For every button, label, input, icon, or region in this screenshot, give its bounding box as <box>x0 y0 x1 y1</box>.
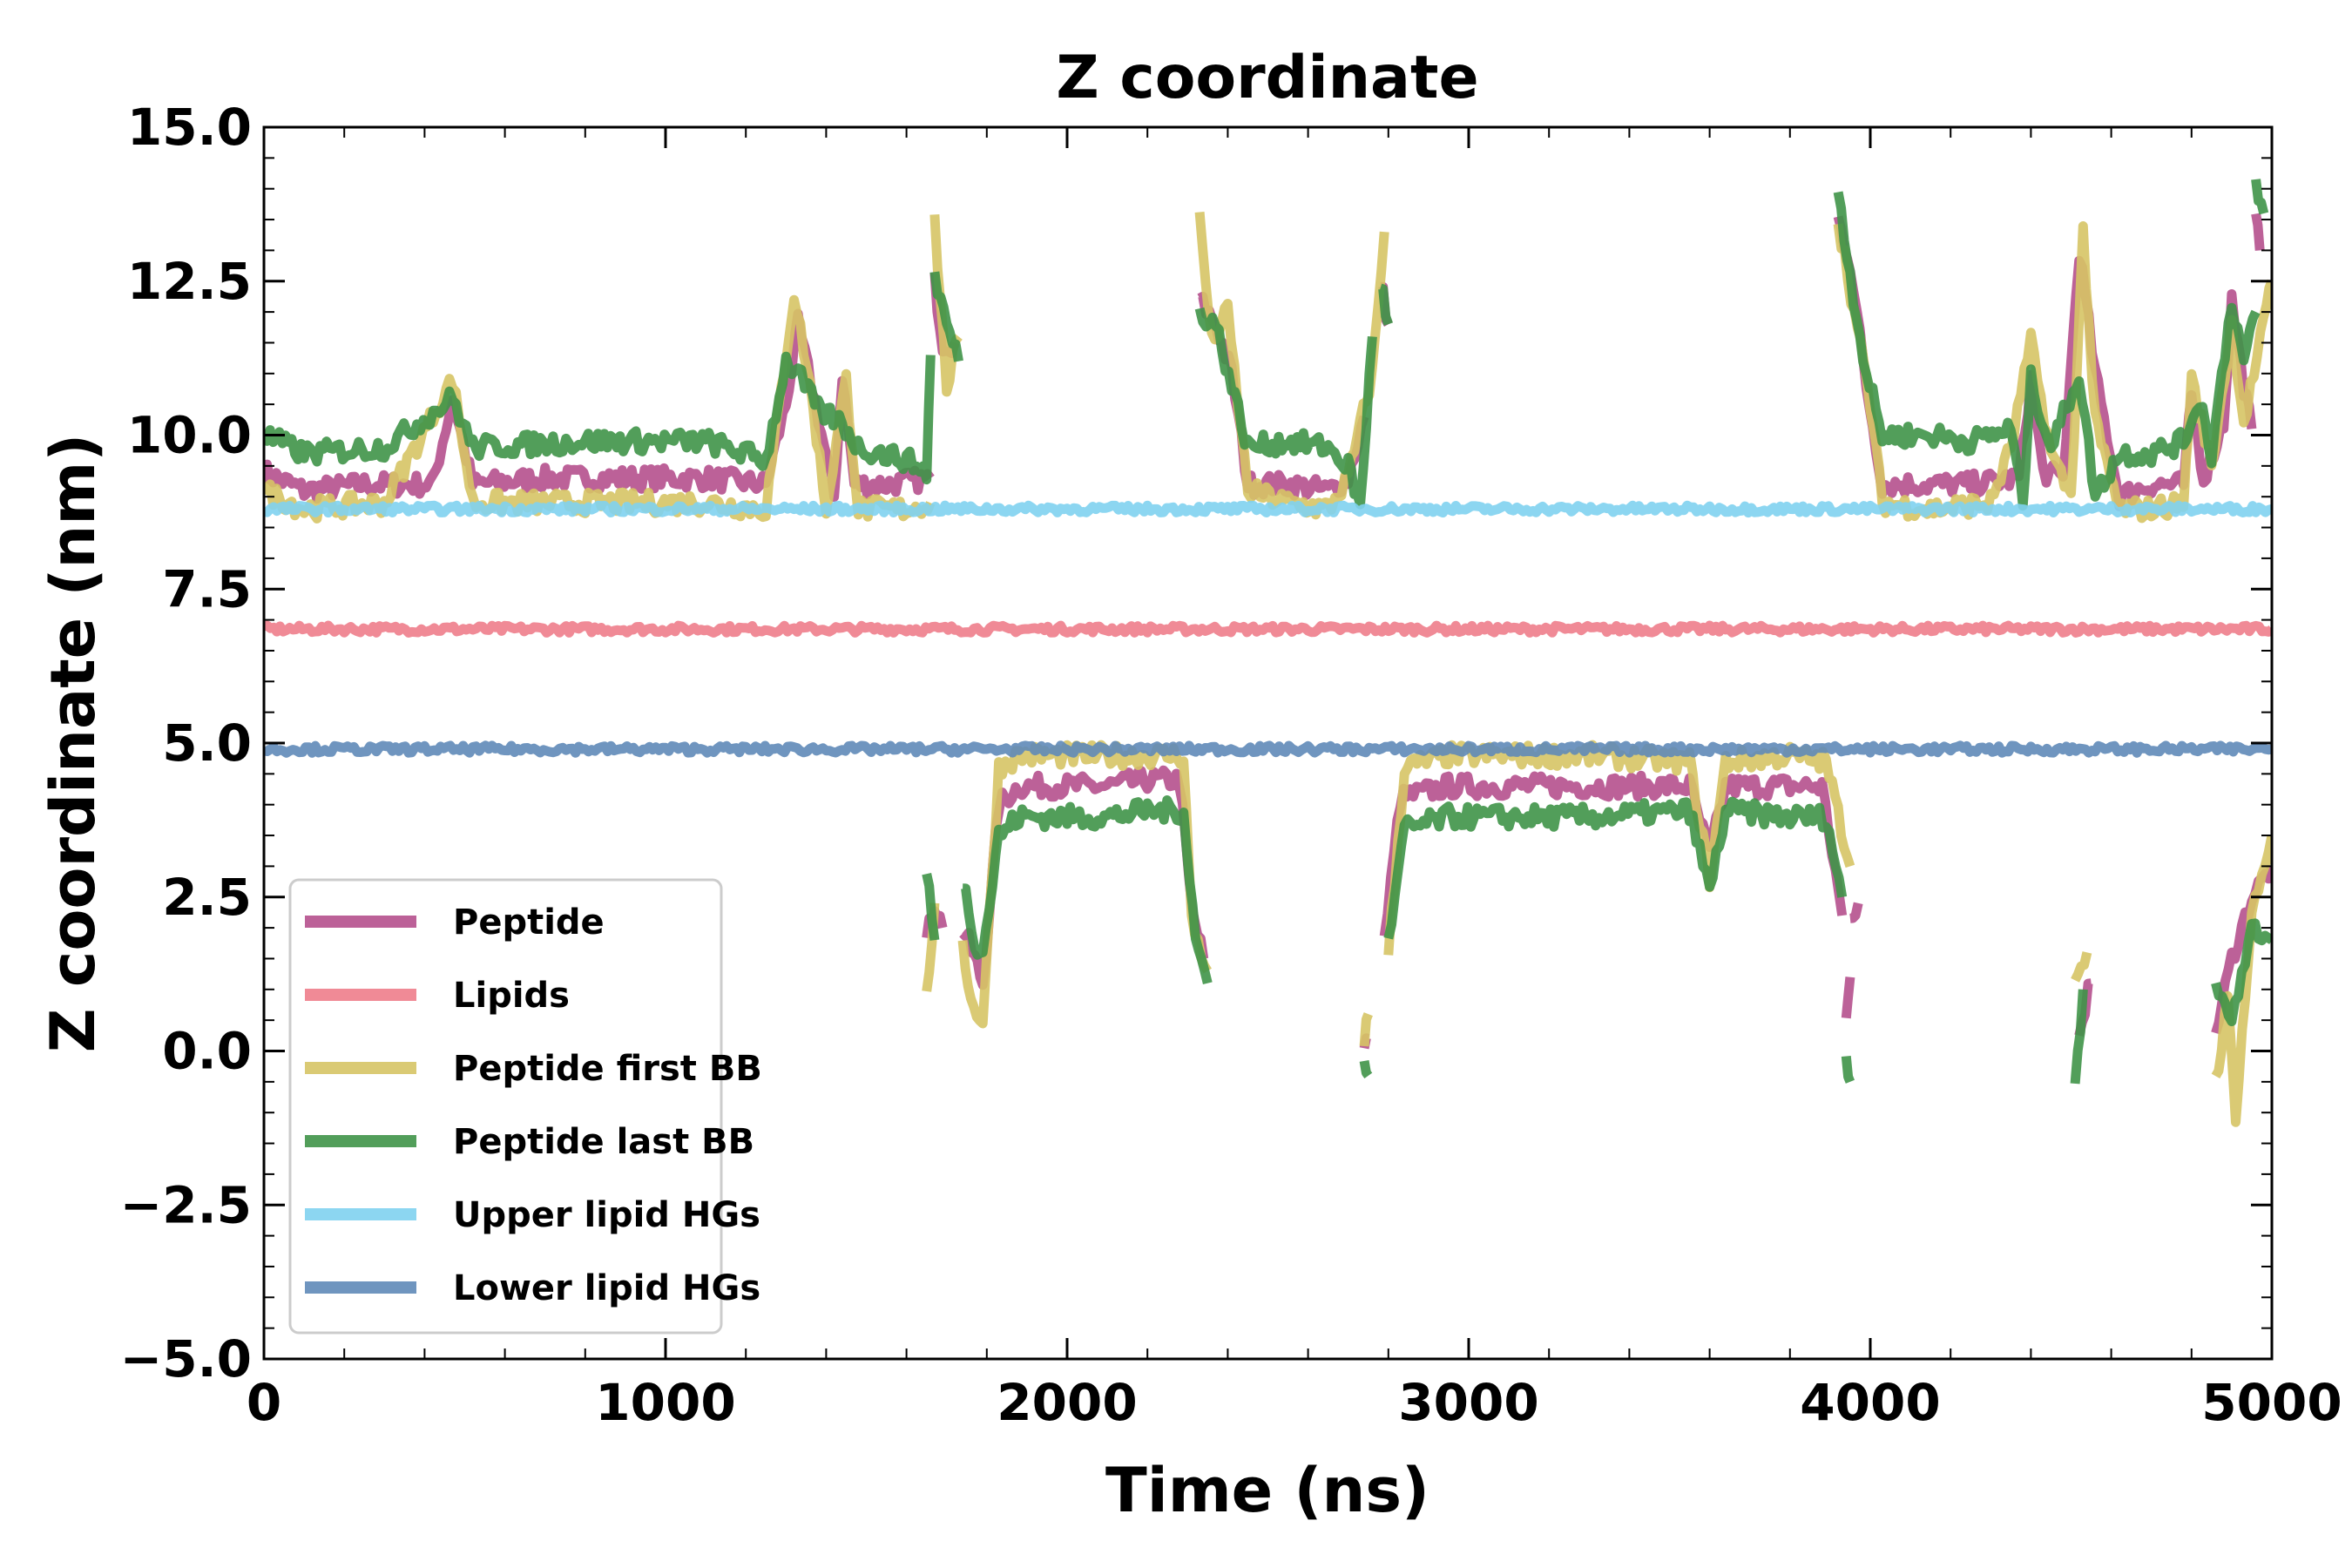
series-line-segment <box>2251 213 2265 251</box>
legend-label: Peptide <box>453 902 605 943</box>
series-line-segment <box>1359 1059 1373 1079</box>
series-line-segment <box>1378 283 1394 326</box>
y-axis-label: Z coordinate (nm) <box>37 434 109 1053</box>
y-tick-label: −2.5 <box>120 1175 252 1234</box>
series-line-segment <box>1383 796 1848 940</box>
y-tick-label: 12.5 <box>127 252 252 311</box>
x-tick-label: 1000 <box>595 1373 735 1432</box>
tick-labels-layer: 0 1000 2000 3000 4000 5000 −5.0 −2.5 0.0 2.5 5.0 7.… <box>120 98 2342 1432</box>
ticks-layer <box>262 125 2274 1361</box>
legend-frame <box>288 878 723 1335</box>
series-line-segment <box>1833 221 2272 524</box>
series-line-segment <box>2211 918 2272 1027</box>
y-tick-label: 15.0 <box>127 98 252 157</box>
series-line-segment <box>264 308 935 504</box>
series-line-segment <box>264 740 2272 758</box>
legend: Peptide Lipids Peptide first BB Peptide las… <box>288 878 762 1335</box>
y-tick-label: 2.5 <box>162 868 252 927</box>
series-line-segment <box>1833 191 2261 511</box>
series-line-segment <box>2070 989 2088 1085</box>
series-line-segment <box>1379 770 1848 937</box>
x-axis-label: Time (ns) <box>1105 1455 1429 1526</box>
series-line-segment <box>1194 307 1377 510</box>
series-line-segment <box>264 500 2272 518</box>
series-line-segment <box>1841 1055 1855 1084</box>
series-layer <box>264 179 2272 1127</box>
x-tick-label: 3000 <box>1398 1373 1538 1432</box>
chart-title: Z coordinate <box>1056 44 1478 112</box>
series-line-segment <box>957 740 1212 1029</box>
x-tick-label: 2000 <box>997 1373 1137 1432</box>
legend-label: Upper lipid HGs <box>453 1195 760 1235</box>
legend-label: Peptide last BB <box>453 1122 754 1162</box>
series-line-segment <box>1194 212 1389 520</box>
y-tick-label: −5.0 <box>120 1329 252 1389</box>
series-line-segment <box>1848 902 1863 923</box>
y-tick-label: 7.5 <box>162 559 252 618</box>
legend-label: Lipids <box>453 976 570 1016</box>
y-tick-label: 5.0 <box>162 713 252 773</box>
series-line-segment <box>922 873 940 941</box>
series-line-segment <box>929 271 963 362</box>
legend-label: Peptide first BB <box>453 1049 762 1089</box>
x-tick-label: 4000 <box>1800 1373 1940 1432</box>
series-line-segment <box>2251 179 2269 215</box>
y-tick-label: 10.0 <box>127 406 252 465</box>
series-lower-lipid-hgs <box>264 740 2272 758</box>
series-line-segment <box>961 795 1213 984</box>
series-line-segment <box>2071 951 2092 983</box>
x-tick-label: 0 <box>247 1373 281 1432</box>
series-line-segment <box>264 620 2272 638</box>
series-line-segment <box>1359 1012 1373 1047</box>
x-tick-label: 5000 <box>2201 1373 2342 1432</box>
series-line-segment <box>264 294 936 524</box>
series-line-segment <box>264 351 936 485</box>
series-line-segment <box>1841 977 1855 1019</box>
series-peptide-last-bb <box>264 179 2272 1085</box>
legend-label: Lower lipid HGs <box>453 1268 760 1308</box>
y-tick-label: 0.0 <box>162 1022 252 1081</box>
series-upper-lipid-hgs <box>264 500 2272 518</box>
series-lipids <box>264 620 2272 638</box>
